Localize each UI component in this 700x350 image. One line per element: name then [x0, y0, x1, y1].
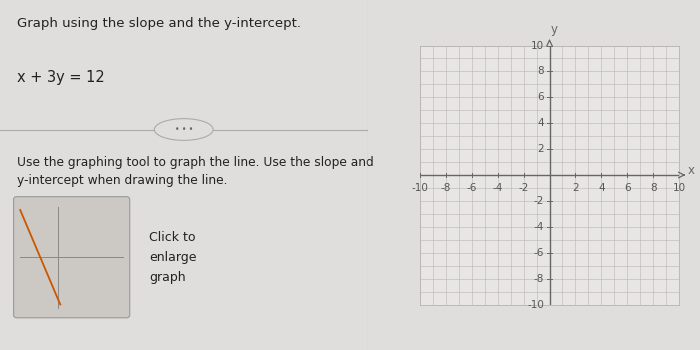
Text: -4: -4	[493, 183, 503, 193]
Text: • • •: • • •	[174, 125, 193, 134]
Text: Graph using the slope and the y-intercept.: Graph using the slope and the y-intercep…	[17, 18, 300, 30]
Text: 8: 8	[538, 66, 545, 76]
Text: y: y	[550, 23, 557, 36]
FancyBboxPatch shape	[13, 197, 130, 318]
Text: Use the graphing tool to graph the line. Use the slope and
y-intercept when draw: Use the graphing tool to graph the line.…	[17, 156, 373, 187]
Text: -2: -2	[534, 196, 545, 206]
Text: x + 3y = 12: x + 3y = 12	[17, 70, 104, 85]
Text: 2: 2	[538, 144, 545, 154]
Text: 6: 6	[624, 183, 631, 193]
Ellipse shape	[154, 119, 213, 140]
Text: -6: -6	[467, 183, 477, 193]
Text: -4: -4	[534, 222, 545, 232]
Text: 10: 10	[673, 183, 685, 193]
Text: -10: -10	[412, 183, 428, 193]
Text: Click to
enlarge
graph: Click to enlarge graph	[149, 231, 196, 284]
Text: 6: 6	[538, 92, 545, 102]
Text: 8: 8	[650, 183, 657, 193]
Text: 4: 4	[598, 183, 605, 193]
Text: 4: 4	[538, 118, 545, 128]
Text: x: x	[688, 164, 695, 177]
Text: -2: -2	[519, 183, 528, 193]
Text: -8: -8	[534, 274, 545, 284]
Text: 10: 10	[531, 41, 545, 50]
Text: -10: -10	[527, 300, 545, 309]
Text: -8: -8	[441, 183, 451, 193]
Text: 2: 2	[572, 183, 579, 193]
Text: -6: -6	[534, 248, 545, 258]
